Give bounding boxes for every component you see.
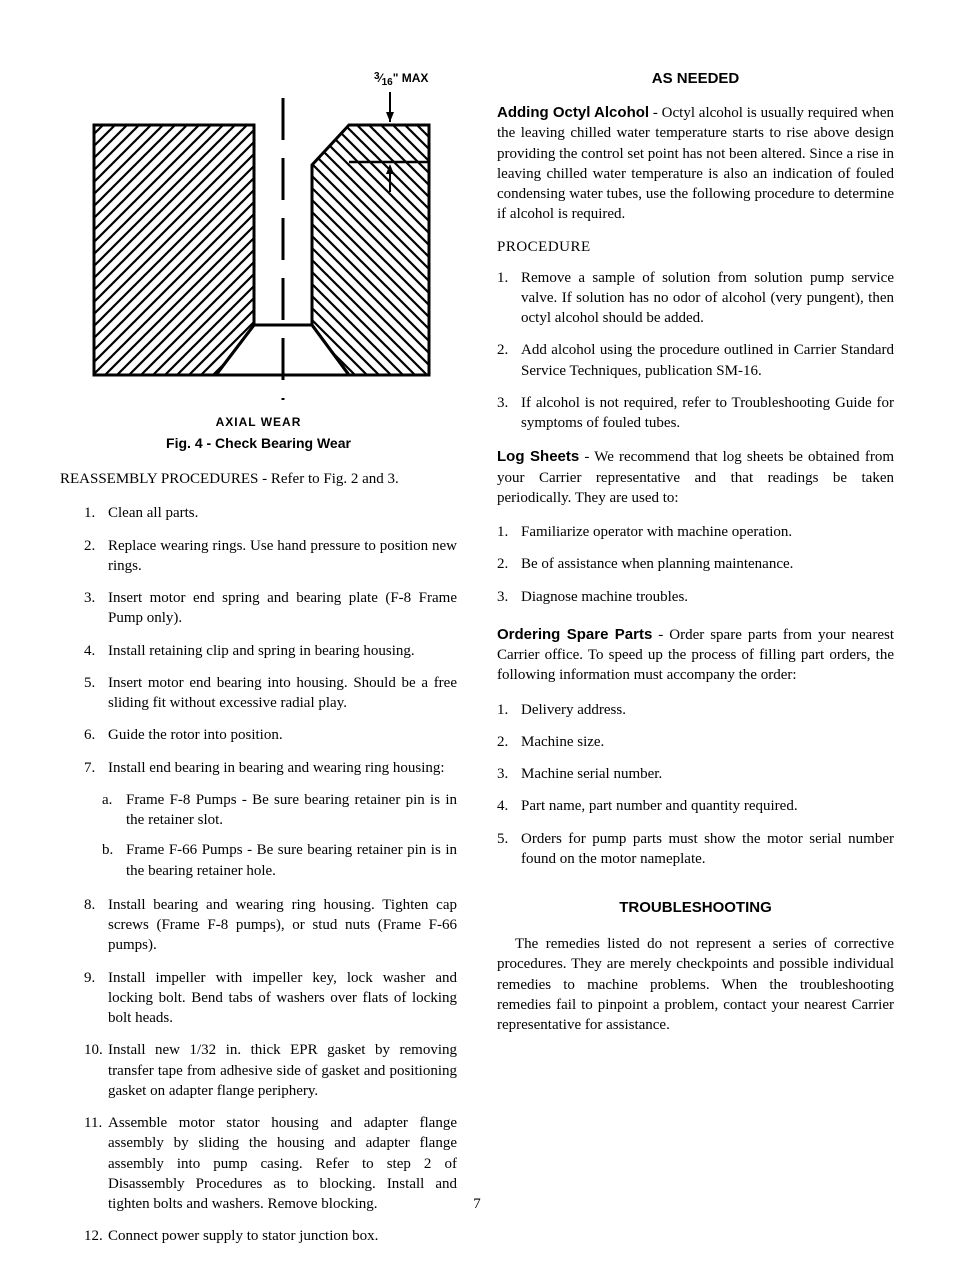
list-number: 2. bbox=[497, 732, 521, 752]
list-item: 2.Machine size. bbox=[497, 732, 894, 752]
list-text: Orders for pump parts must show the moto… bbox=[521, 829, 894, 870]
list-number: 7. bbox=[84, 758, 108, 778]
list-number: 5. bbox=[84, 673, 108, 714]
reassembly-lead: REASSEMBLY PROCEDURES - Refer to Fig. 2 … bbox=[60, 469, 457, 489]
list-text: Install bearing and wearing ring housing… bbox=[108, 895, 457, 956]
list-text: Insert motor end bearing into housing. S… bbox=[108, 673, 457, 714]
list-text: Delivery address. bbox=[521, 700, 894, 720]
list-number: 3. bbox=[497, 764, 521, 784]
reassembly-list: 1.Clean all parts.2.Replace wearing ring… bbox=[84, 503, 457, 1246]
list-text: If alcohol is not required, refer to Tro… bbox=[521, 393, 894, 434]
figure-caption: Fig. 4 - Check Bearing Wear bbox=[60, 435, 457, 451]
bearing-wear-diagram: 3⁄16" MAX bbox=[74, 70, 444, 410]
list-text: Clean all parts. bbox=[108, 503, 457, 523]
list-text: Replace wearing rings. Use hand pressure… bbox=[108, 536, 457, 577]
list-number: b. bbox=[102, 840, 126, 881]
list-text: Install end bearing in bearing and weari… bbox=[108, 758, 457, 778]
log-title: Log Sheets bbox=[497, 448, 579, 465]
column-right: AS NEEDED Adding Octyl Alcohol - Octyl a… bbox=[497, 70, 894, 1261]
list-text: Be of assistance when planning maintenan… bbox=[521, 554, 894, 574]
page-columns: 3⁄16" MAX AXIAL WEAR Fig. 4 - Check B bbox=[60, 70, 894, 1261]
octyl-body: - Octyl alcohol is usually required when… bbox=[497, 105, 894, 222]
list-text: Install retaining clip and spring in bea… bbox=[108, 641, 457, 661]
list-number: 4. bbox=[497, 796, 521, 816]
list-text: Frame F-8 Pumps - Be sure bearing retain… bbox=[126, 790, 457, 831]
list-number: 4. bbox=[84, 641, 108, 661]
list-number: 3. bbox=[497, 393, 521, 434]
spare-list: 1.Delivery address.2.Machine size.3.Mach… bbox=[497, 700, 894, 870]
list-text: Add alcohol using the procedure outlined… bbox=[521, 340, 894, 381]
list-text: Part name, part number and quantity requ… bbox=[521, 796, 894, 816]
list-item: 3.If alcohol is not required, refer to T… bbox=[497, 393, 894, 434]
list-item: 1.Clean all parts. bbox=[84, 503, 457, 523]
list-number: 9. bbox=[84, 968, 108, 1029]
as-needed-heading: AS NEEDED bbox=[497, 70, 894, 87]
list-number: 2. bbox=[497, 554, 521, 574]
octyl-title: Adding Octyl Alcohol bbox=[497, 104, 649, 121]
list-item: 1.Delivery address. bbox=[497, 700, 894, 720]
list-text: Familiarize operator with machine operat… bbox=[521, 522, 894, 542]
list-item: 2.Be of assistance when planning mainten… bbox=[497, 554, 894, 574]
list-item: 8.Install bearing and wearing ring housi… bbox=[84, 895, 457, 956]
list-text: Machine serial number. bbox=[521, 764, 894, 784]
list-text: Diagnose machine troubles. bbox=[521, 587, 894, 607]
sub-list: a.Frame F-8 Pumps - Be sure bearing reta… bbox=[102, 790, 457, 881]
list-text: Guide the rotor into position. bbox=[108, 725, 457, 745]
list-number: 12. bbox=[84, 1226, 108, 1246]
list-number: 1. bbox=[84, 503, 108, 523]
list-item: a.Frame F-8 Pumps - Be sure bearing reta… bbox=[102, 790, 457, 831]
list-item: 3.Insert motor end spring and bearing pl… bbox=[84, 588, 457, 629]
list-number: 10. bbox=[84, 1040, 108, 1101]
list-item: 9.Install impeller with impeller key, lo… bbox=[84, 968, 457, 1029]
figure-sub-caption: AXIAL WEAR bbox=[60, 415, 457, 429]
list-item: 7.Install end bearing in bearing and wea… bbox=[84, 758, 457, 778]
list-item: 3.Machine serial number. bbox=[497, 764, 894, 784]
list-item: 10.Install new 1/32 in. thick EPR gasket… bbox=[84, 1040, 457, 1101]
list-number: 2. bbox=[84, 536, 108, 577]
list-item: 2.Add alcohol using the procedure outlin… bbox=[497, 340, 894, 381]
list-item: 4.Part name, part number and quantity re… bbox=[497, 796, 894, 816]
list-number: 1. bbox=[497, 700, 521, 720]
list-number: 1. bbox=[497, 268, 521, 329]
list-item: b.Frame F-66 Pumps - Be sure bearing ret… bbox=[102, 840, 457, 881]
troubleshooting-heading: TROUBLESHOOTING bbox=[497, 899, 894, 916]
list-number: 3. bbox=[84, 588, 108, 629]
list-number: 1. bbox=[497, 522, 521, 542]
figure-4: 3⁄16" MAX AXIAL WEAR Fig. 4 - Check B bbox=[60, 70, 457, 451]
troubleshooting-body: The remedies listed do not represent a s… bbox=[497, 934, 894, 1035]
list-text: Install new 1/32 in. thick EPR gasket by… bbox=[108, 1040, 457, 1101]
list-item: 6.Guide the rotor into position. bbox=[84, 725, 457, 745]
list-number: 5. bbox=[497, 829, 521, 870]
list-text: Install impeller with impeller key, lock… bbox=[108, 968, 457, 1029]
list-number: 3. bbox=[497, 587, 521, 607]
procedure-heading: PROCEDURE bbox=[497, 239, 894, 256]
list-item: 12.Connect power supply to stator juncti… bbox=[84, 1226, 457, 1246]
list-number: 2. bbox=[497, 340, 521, 381]
log-list: 1.Familiarize operator with machine oper… bbox=[497, 522, 894, 607]
list-number: 8. bbox=[84, 895, 108, 956]
page-number: 7 bbox=[0, 1196, 954, 1213]
spare-title: Ordering Spare Parts bbox=[497, 626, 652, 643]
list-item: 4.Install retaining clip and spring in b… bbox=[84, 641, 457, 661]
list-item: 1.Familiarize operator with machine oper… bbox=[497, 522, 894, 542]
list-text: Remove a sample of solution from solutio… bbox=[521, 268, 894, 329]
procedure-list: 1.Remove a sample of solution from solut… bbox=[497, 268, 894, 434]
list-item: 5.Orders for pump parts must show the mo… bbox=[497, 829, 894, 870]
list-number: 6. bbox=[84, 725, 108, 745]
spare-paragraph: Ordering Spare Parts - Order spare parts… bbox=[497, 625, 894, 686]
list-text: Connect power supply to stator junction … bbox=[108, 1226, 457, 1246]
list-number: a. bbox=[102, 790, 126, 831]
list-text: Machine size. bbox=[521, 732, 894, 752]
list-item: 2.Replace wearing rings. Use hand pressu… bbox=[84, 536, 457, 577]
list-item: 1.Remove a sample of solution from solut… bbox=[497, 268, 894, 329]
list-item: 3.Diagnose machine troubles. bbox=[497, 587, 894, 607]
column-left: 3⁄16" MAX AXIAL WEAR Fig. 4 - Check B bbox=[60, 70, 457, 1261]
svg-text:3⁄16" MAX: 3⁄16" MAX bbox=[374, 71, 428, 88]
log-paragraph: Log Sheets - We recommend that log sheet… bbox=[497, 447, 894, 508]
list-text: Insert motor end spring and bearing plat… bbox=[108, 588, 457, 629]
octyl-paragraph: Adding Octyl Alcohol - Octyl alcohol is … bbox=[497, 103, 894, 225]
list-item: 5.Insert motor end bearing into housing.… bbox=[84, 673, 457, 714]
list-text: Frame F-66 Pumps - Be sure bearing retai… bbox=[126, 840, 457, 881]
